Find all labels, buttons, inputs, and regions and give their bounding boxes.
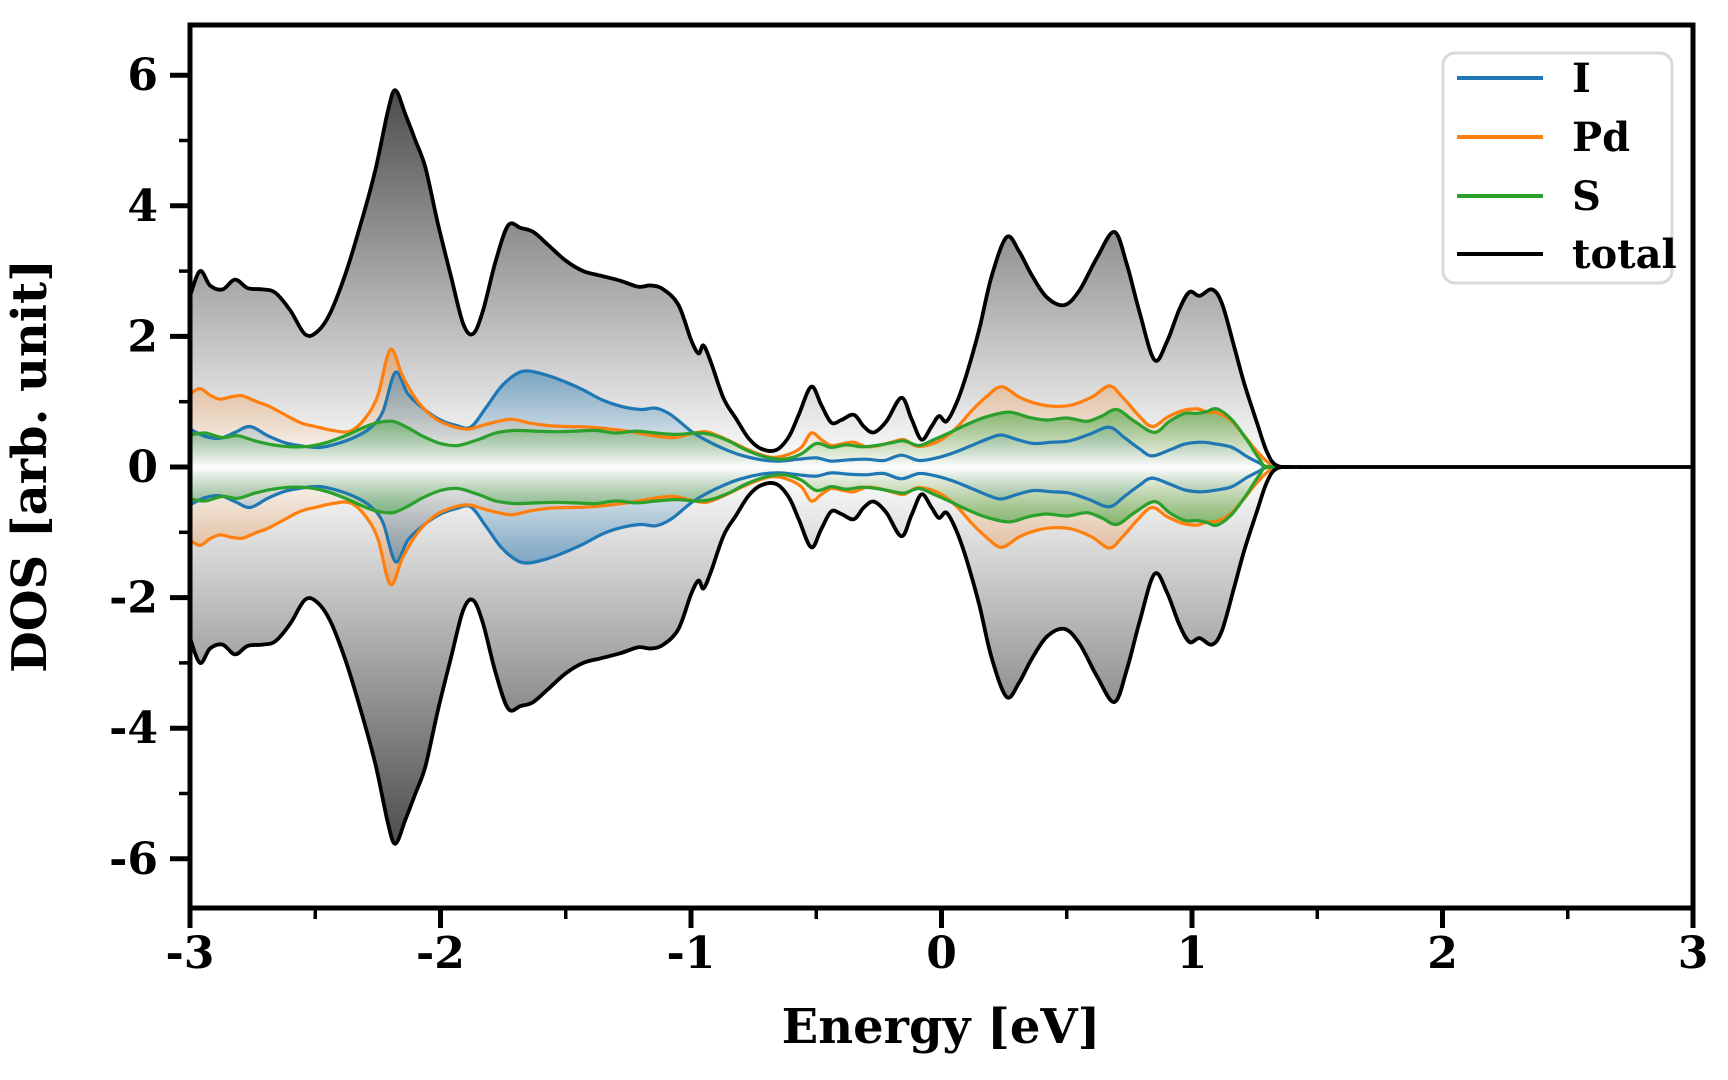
legend-item-S: S <box>1457 173 1601 220</box>
y-axis-title: DOS [arb. unit] <box>2 259 58 673</box>
y-tick-label-0: -6 <box>109 834 158 885</box>
x-tick-label-4: 1 <box>1177 928 1208 979</box>
legend-item-I: I <box>1457 55 1591 102</box>
legend-item-Pd: Pd <box>1457 114 1630 161</box>
y-tick-label-5: 4 <box>127 181 158 232</box>
legend: I Pd S total <box>1441 51 1677 285</box>
legend-item-total: total <box>1457 231 1677 278</box>
x-tick-label-6: 3 <box>1678 928 1709 979</box>
legend-box <box>1441 51 1674 285</box>
y-tick-label-4: 2 <box>127 311 158 362</box>
legend-label-I: I <box>1572 55 1591 102</box>
axes: -3 -2 -1 0 1 2 3 -6 -4 -2 0 2 4 6 <box>109 22 1709 979</box>
y-tick-label-6: 6 <box>127 50 158 101</box>
x-tick-label-1: -2 <box>416 928 465 979</box>
series-S-fill <box>190 408 1693 526</box>
x-tick-label-0: -3 <box>166 928 215 979</box>
chart-overlay: Energy [eV] DOS [arb. unit] I Pd S <box>2 51 1677 1055</box>
y-tick-label-3: 0 <box>127 442 158 493</box>
x-tick-label-5: 2 <box>1427 928 1458 979</box>
series-fills <box>190 90 1693 844</box>
x-axis-title: Energy [eV] <box>782 999 1101 1055</box>
x-tick-label-2: -1 <box>667 928 716 979</box>
y-tick-label-2: -2 <box>109 573 158 624</box>
legend-label-total: total <box>1572 231 1677 278</box>
y-tick-label-1: -4 <box>109 703 158 754</box>
legend-label-Pd: Pd <box>1572 114 1630 161</box>
legend-label-S: S <box>1572 173 1601 220</box>
x-tick-label-3: 0 <box>926 928 957 979</box>
